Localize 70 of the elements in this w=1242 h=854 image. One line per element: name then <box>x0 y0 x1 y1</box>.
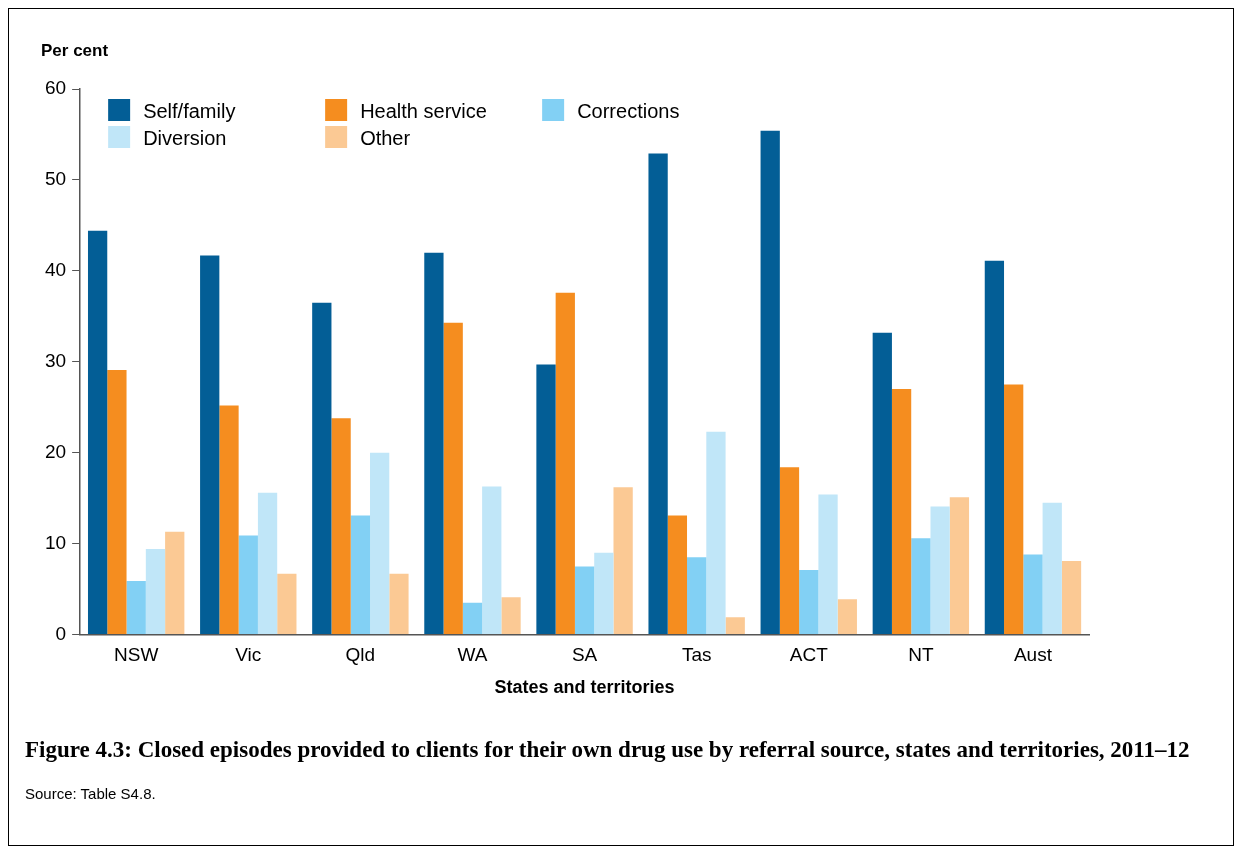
x-tick-label: ACT <box>789 644 829 666</box>
bar <box>277 573 297 635</box>
x-tick-label: Tas <box>681 644 712 666</box>
bar <box>165 531 185 635</box>
bar <box>687 557 707 635</box>
legend-label: Other <box>360 126 411 149</box>
bar <box>1023 554 1043 635</box>
y-tick-label: 0 <box>55 622 67 644</box>
x-tick-label: Aust <box>1013 644 1053 666</box>
bar <box>219 405 239 635</box>
bar <box>1004 384 1024 635</box>
x-tick-label: Vic <box>235 644 262 666</box>
text: Figure 4.3: Closed episodes provided to clients for their own drug use by referral source, states and territories, 2011–12 <box>25 736 1191 764</box>
source-note: Source: Table S4.8. <box>25 785 157 802</box>
bar <box>667 515 688 635</box>
bar <box>891 389 912 635</box>
bar <box>331 418 351 635</box>
bar <box>574 566 595 635</box>
bar <box>87 230 108 635</box>
bar <box>706 431 726 635</box>
y-tick-label: 20 <box>44 440 67 462</box>
bar <box>126 580 146 635</box>
y-tick-label: 60 <box>44 77 67 99</box>
y-tick-label: 50 <box>44 168 67 190</box>
bar <box>312 302 332 635</box>
bar <box>482 486 502 635</box>
bar <box>930 506 950 635</box>
bar <box>501 597 521 635</box>
bar <box>107 369 127 635</box>
legend-label: Diversion <box>143 126 227 149</box>
bar <box>648 153 668 635</box>
bar <box>443 322 463 635</box>
x-tick-label: SA <box>571 644 598 666</box>
legend-label: Self/family <box>143 99 236 122</box>
bar <box>238 535 258 635</box>
bar <box>613 487 633 635</box>
bar <box>536 364 556 635</box>
bar <box>799 570 819 635</box>
y-axis-title: Per cent <box>41 40 109 60</box>
bar <box>1042 502 1062 635</box>
y-tick-label: 10 <box>44 531 67 553</box>
bar <box>389 573 409 635</box>
bar <box>837 599 857 635</box>
bar <box>760 130 780 635</box>
bar <box>200 255 220 635</box>
x-tick-label: NT <box>908 644 934 666</box>
x-axis-title: States and territories <box>494 677 675 698</box>
bar <box>725 617 745 635</box>
bar <box>872 332 892 635</box>
x-tick-label: NSW <box>114 644 159 666</box>
bar <box>424 252 444 635</box>
bar <box>779 467 800 635</box>
legend-label: Health service <box>360 99 487 122</box>
x-tick-label: Qld <box>345 644 376 666</box>
bar <box>594 552 614 635</box>
bar <box>949 497 970 635</box>
bar <box>984 260 1005 635</box>
bar <box>818 494 838 635</box>
bar <box>555 292 575 635</box>
bar <box>1061 560 1082 635</box>
bar <box>370 452 390 635</box>
bar <box>145 549 166 635</box>
bar <box>462 602 483 635</box>
bar <box>350 515 371 635</box>
legend-label: Corrections <box>577 99 680 122</box>
x-tick-label: WA <box>457 644 488 666</box>
y-tick-label: 40 <box>44 259 67 281</box>
y-tick-label: 30 <box>44 350 67 372</box>
bar <box>911 538 931 635</box>
bar <box>257 492 278 635</box>
